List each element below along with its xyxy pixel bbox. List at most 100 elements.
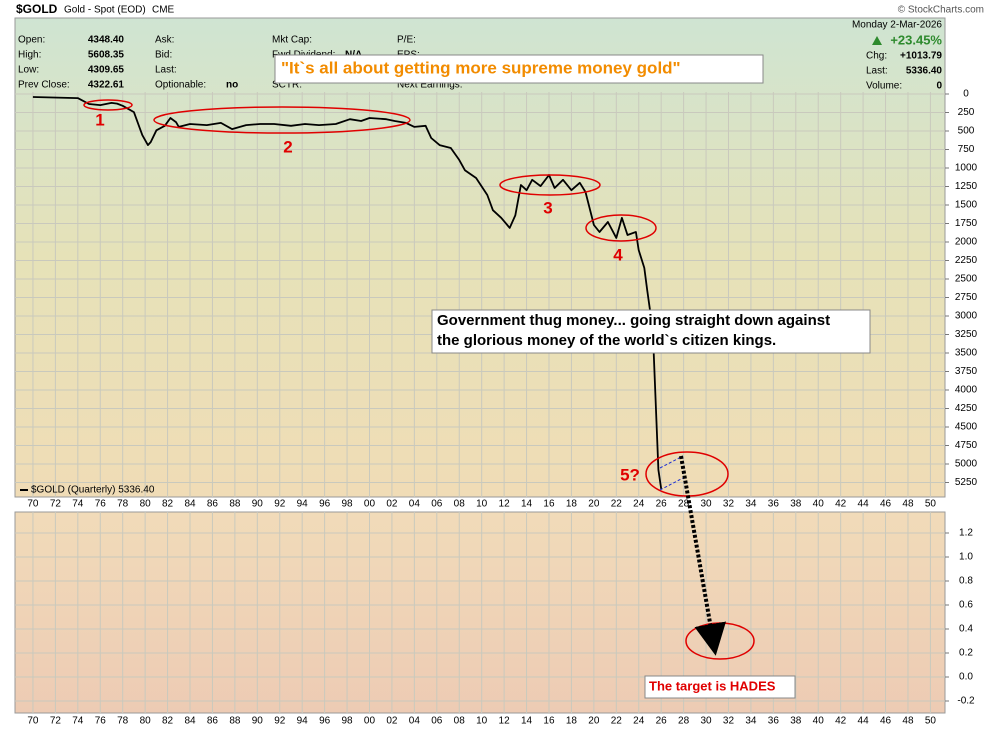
mark-layer: $GOLD (Quarterly) 5336.40 <box>20 96 663 496</box>
x-tick-label: 22 <box>611 499 623 510</box>
x-tick-label: 16 <box>543 716 555 727</box>
quote-value: no <box>226 80 238 91</box>
arrow <box>679 455 727 656</box>
quote-label: Ask: <box>155 35 174 46</box>
quote-value: 5608.35 <box>88 50 125 61</box>
x-tick-label: 48 <box>902 716 914 727</box>
x-tick-label: 50 <box>925 716 937 727</box>
y-tick-label: 5250 <box>955 477 978 488</box>
quote-value: 5336.40 <box>906 66 943 77</box>
x-tick-label: 80 <box>140 499 152 510</box>
thesis-box <box>431 309 871 354</box>
x-tick-label: 94 <box>297 716 309 727</box>
quote-label: Prev Close: <box>18 80 70 91</box>
x-tick-label: 92 <box>274 499 286 510</box>
x-tick-label: 80 <box>140 716 152 727</box>
x-tick-label: 00 <box>364 716 376 727</box>
lower-panel <box>14 511 946 714</box>
x-tick-label: 34 <box>745 716 757 727</box>
y-tick-label: 3750 <box>955 366 978 377</box>
x-tick-label: 86 <box>207 499 219 510</box>
thesis-line: Government thug money... going straight … <box>437 312 830 329</box>
quote-label: Mkt Cap: <box>272 35 312 46</box>
x-tick-label: 84 <box>184 716 196 727</box>
quote-label: Optionable: <box>155 80 206 91</box>
legend-entry: $GOLD (Quarterly) 5336.40 <box>31 485 155 496</box>
up-arrow <box>872 36 882 45</box>
price-line <box>32 96 663 490</box>
quote-box <box>274 54 764 84</box>
x-tick-label: 12 <box>499 499 511 510</box>
x-tick-label: 46 <box>880 499 892 510</box>
x-tick-label: 34 <box>745 499 757 510</box>
y-tick-label: 5000 <box>955 459 978 470</box>
target-box <box>644 675 796 699</box>
x-tick-label: 10 <box>476 716 488 727</box>
x-tick-label: 04 <box>409 716 421 727</box>
y-tick-label: 2250 <box>955 255 978 266</box>
y-tick-label: 0 <box>963 89 969 100</box>
y-tick-label: 4750 <box>955 440 978 451</box>
x-tick-label: 70 <box>27 499 39 510</box>
x-tick-label: 86 <box>207 716 219 727</box>
symbol: $GOLD <box>16 2 58 16</box>
x-tick-label: 84 <box>184 499 196 510</box>
x-tick-label: 28 <box>678 716 690 727</box>
x-tick-label: 22 <box>611 716 623 727</box>
x-tick-label: 30 <box>700 716 712 727</box>
x-tick-label: 72 <box>50 716 62 727</box>
x-tick-label: 12 <box>499 716 511 727</box>
exchange: CME <box>152 5 175 16</box>
quote-value: +1013.79 <box>900 51 942 62</box>
x-tick-label: 72 <box>50 499 62 510</box>
x-tick-label: 38 <box>790 499 802 510</box>
circle <box>153 106 411 134</box>
quote-label: Volume: <box>866 81 902 92</box>
x-tick-label: 26 <box>656 716 668 727</box>
y-tick-label: 750 <box>958 144 975 155</box>
y-tick-label: 1500 <box>955 200 978 211</box>
x-tick-label: 28 <box>678 499 690 510</box>
x-tick-label: 82 <box>162 499 174 510</box>
x-tick-label: 20 <box>588 716 600 727</box>
y-tick-label: 0.8 <box>959 576 973 587</box>
x-tick-label: 16 <box>543 499 555 510</box>
y-tick-label: 0.4 <box>959 624 973 635</box>
trend-dash <box>659 455 684 469</box>
x-tick-label: 20 <box>588 499 600 510</box>
quote-label: SCTR: <box>272 80 302 91</box>
x-tick-label: 78 <box>117 716 129 727</box>
quote-label: Open: <box>18 35 45 46</box>
x-tick-label: 14 <box>521 499 533 510</box>
y-tick-label: 3500 <box>955 348 978 359</box>
x-tick-label: 90 <box>252 716 264 727</box>
quote-label: High: <box>18 50 41 61</box>
y-tick-label: 4250 <box>955 403 978 414</box>
thesis-line: the glorious money of the world`s citize… <box>437 332 776 349</box>
trend-dash <box>659 477 684 491</box>
x-tick-label: 32 <box>723 499 735 510</box>
x-tick-label: 14 <box>521 716 533 727</box>
y-tick-label: 0.2 <box>959 648 973 659</box>
y-tick-label: 1250 <box>955 181 978 192</box>
circle <box>83 99 133 111</box>
x-tick-label: 48 <box>902 499 914 510</box>
x-tick-label: 40 <box>813 716 825 727</box>
x-tick-label: 98 <box>342 499 354 510</box>
circle <box>499 174 601 196</box>
x-tick-label: 24 <box>633 499 645 510</box>
x-tick-label: 10 <box>476 499 488 510</box>
x-tick-label: 96 <box>319 499 331 510</box>
x-tick-label: 36 <box>768 499 780 510</box>
x-tick-label: 40 <box>813 499 825 510</box>
x-tick-label: 38 <box>790 716 802 727</box>
x-tick-label: 78 <box>117 499 129 510</box>
quote-label: P/E: <box>397 35 416 46</box>
quote-label: Last: <box>155 65 177 76</box>
instrument-name: Gold - Spot (EOD) <box>64 5 146 16</box>
annotation-label: 2 <box>283 137 292 156</box>
y-tick-label: 2000 <box>955 237 978 248</box>
y-tick-label: 1.2 <box>959 528 973 539</box>
x-tick-label: 42 <box>835 499 847 510</box>
